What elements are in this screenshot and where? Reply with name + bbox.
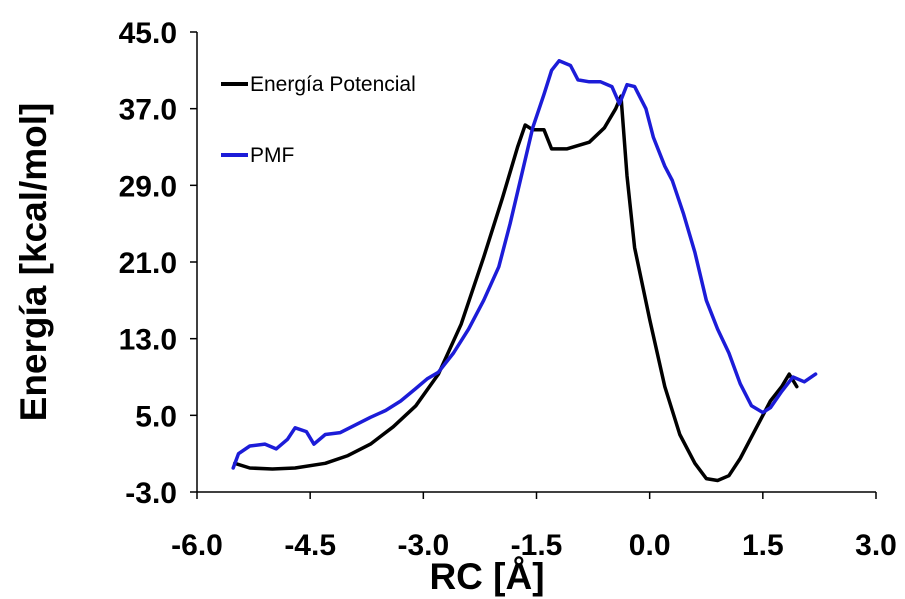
y-tick-label: 37.0 [119, 94, 177, 127]
y-tick-label: 13.0 [119, 324, 177, 357]
ticks: -6.0 -4.5 -3.0 -1.5 0.0 1.5 3.0 -3.0 5.0 13.0 21.0… [119, 17, 897, 562]
x-tick-label: 3.0 [855, 529, 897, 562]
y-tick-label: -3.0 [125, 477, 177, 510]
y-tick-label: 21.0 [119, 247, 177, 280]
x-tick-label: -1.5 [511, 529, 563, 562]
legend-label-pmf: PMF [250, 144, 294, 167]
legend-label-energia-potencial: Energía Potencial [250, 73, 416, 96]
y-tick-label: 29.0 [119, 170, 177, 203]
x-tick-label: -3.0 [397, 529, 449, 562]
legend: Energía Potencial PMF [221, 73, 416, 167]
x-tick-label: -4.5 [284, 529, 336, 562]
x-tick-label: 0.0 [629, 529, 671, 562]
series-line-energia-potencial [232, 94, 799, 483]
y-tick-label: 5.0 [135, 400, 177, 433]
x-tick-label: -6.0 [171, 529, 223, 562]
y-tick-label: 45.0 [119, 17, 177, 50]
series [231, 59, 818, 483]
x-tick-label: 1.5 [742, 529, 784, 562]
y-axis-title: Energía [kcal/mol] [13, 103, 54, 422]
axes [196, 32, 876, 493]
series-line-pmf [231, 59, 818, 470]
x-axis-title: RC [Å] [429, 556, 544, 597]
